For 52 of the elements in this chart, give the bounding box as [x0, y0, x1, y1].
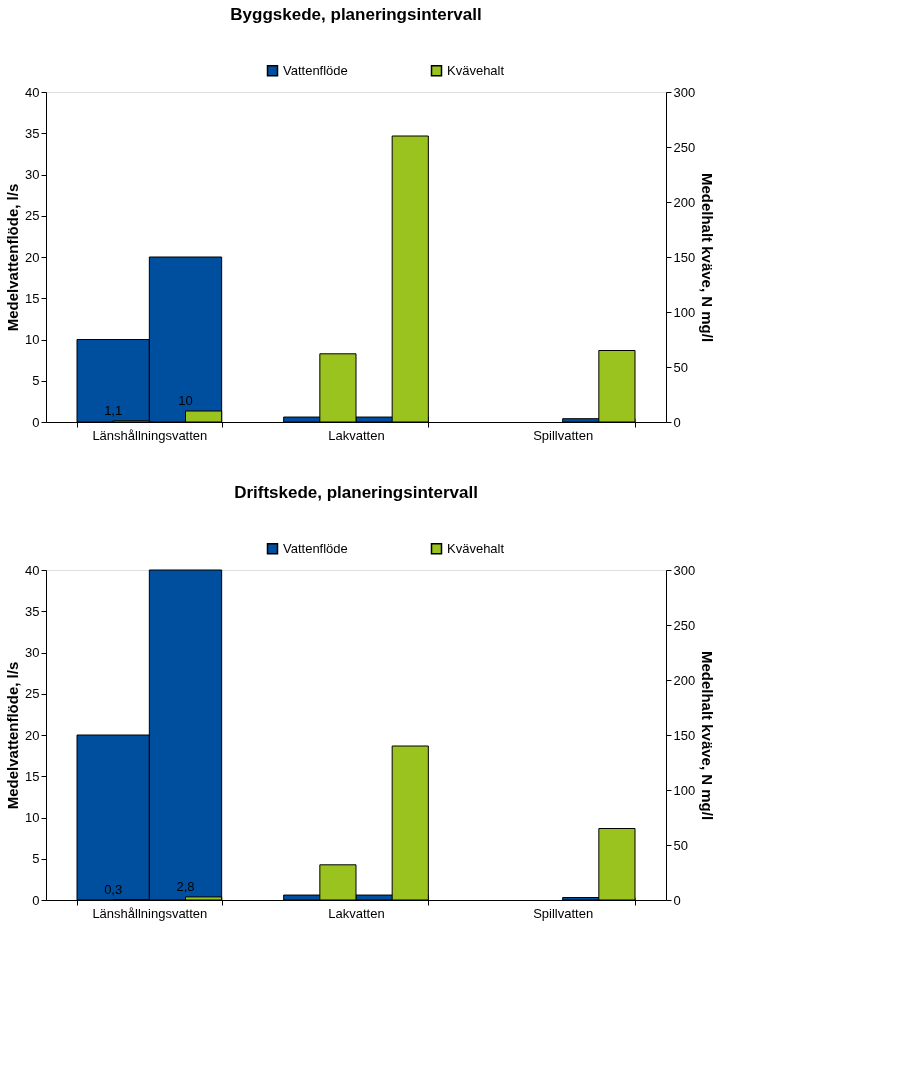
y-tick-label: 5 — [32, 373, 40, 389]
y2-tick-label: 150 — [673, 727, 696, 743]
y2-axis-title: Medelhalt kväve, N mg/l — [699, 172, 717, 343]
y2-tick-label: 150 — [673, 249, 696, 265]
legend-label: Vattenflöde — [283, 62, 348, 78]
y2-tick-label: 100 — [673, 782, 696, 798]
x-tick-label: Lakvatten — [328, 427, 385, 443]
y2-tick-label: 200 — [673, 194, 696, 210]
y2-tick-label: 50 — [673, 837, 688, 853]
y-tick-label: 25 — [25, 686, 40, 702]
legend-label: Kvävehalt — [447, 540, 505, 556]
y-tick-label: 30 — [25, 645, 40, 660]
y-tick-label: 20 — [25, 727, 40, 743]
y2-tick-label: 100 — [673, 304, 696, 320]
y2-tick-label: 200 — [673, 672, 696, 688]
chart-title: Driftskede, planeringsintervall — [234, 483, 478, 502]
data-label: 10 — [178, 393, 193, 408]
y-tick-label: 40 — [25, 562, 40, 578]
y-tick-label: 35 — [25, 603, 40, 619]
x-tick-label: Spillvatten — [533, 905, 594, 921]
x-tick-label: Länshållningsvatten — [92, 427, 208, 443]
y2-tick-label: 0 — [673, 892, 681, 908]
y-axis-title: Medelvattenflöde, l/s — [4, 661, 22, 810]
y-tick-label: 5 — [32, 851, 40, 867]
x-tick-label: Lakvatten — [328, 905, 385, 921]
x-tick-label: Länshållningsvatten — [92, 905, 208, 921]
legend-label: Kvävehalt — [447, 62, 505, 78]
legend-label: Vattenflöde — [283, 540, 348, 556]
y-tick-label: 10 — [25, 810, 40, 825]
x-tick-label: Spillvatten — [533, 427, 594, 443]
data-label: 2,8 — [176, 878, 195, 894]
y2-tick-label: 50 — [673, 359, 688, 375]
y-tick-label: 15 — [25, 768, 40, 784]
chart-title: Byggskede, planeringsintervall — [230, 5, 482, 24]
y-axis-title: Medelvattenflöde, l/s — [4, 183, 22, 332]
y-tick-label: 40 — [25, 84, 40, 100]
y2-tick-label: 300 — [673, 562, 696, 578]
y-tick-label: 35 — [25, 125, 40, 141]
y2-tick-label: 0 — [673, 414, 681, 430]
y2-axis-title: Medelhalt kväve, N mg/l — [699, 650, 717, 821]
data-label: 0,3 — [104, 881, 123, 897]
y-tick-label: 20 — [25, 249, 40, 265]
y-tick-label: 30 — [25, 167, 40, 182]
y-tick-label: 10 — [25, 332, 40, 347]
y2-tick-label: 250 — [673, 617, 696, 633]
y-tick-label: 0 — [32, 892, 40, 908]
data-label: 1,1 — [104, 402, 123, 418]
y2-tick-label: 250 — [673, 139, 696, 155]
y-tick-label: 25 — [25, 208, 40, 224]
y2-tick-label: 300 — [673, 84, 696, 100]
y-tick-label: 0 — [32, 414, 40, 430]
y-tick-label: 15 — [25, 290, 40, 306]
